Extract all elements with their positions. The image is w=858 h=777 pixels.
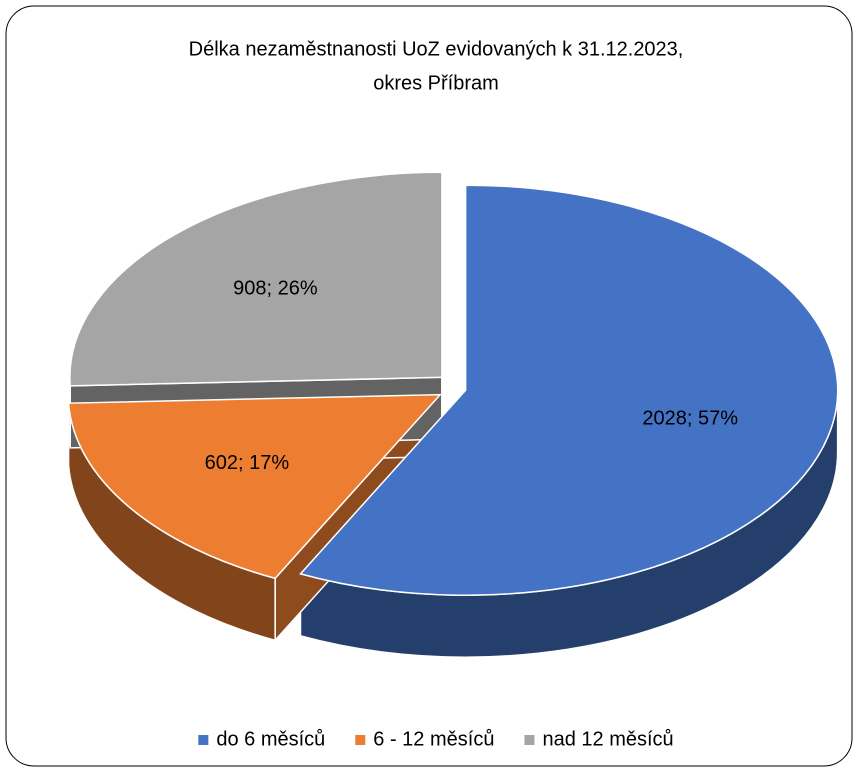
chart-title: Délka nezaměstnanosti UoZ evidovaných k … (189, 38, 684, 60)
legend: do 6 měsíců 6 - 12 měsíců nad 12 měsíců (198, 728, 673, 750)
legend-item: 6 - 12 měsíců (355, 728, 494, 750)
legend-item: nad 12 měsíců (524, 728, 673, 750)
legend-label: do 6 měsíců (216, 728, 325, 750)
legend-swatch (355, 735, 365, 745)
legend-label: 6 - 12 měsíců (373, 728, 494, 750)
legend-swatch (198, 735, 208, 745)
data-label: 2028; 57% (642, 407, 738, 429)
legend-swatch (524, 735, 534, 745)
legend-item: do 6 měsíců (198, 728, 325, 750)
data-label: 908; 26% (233, 278, 318, 300)
legend-label: nad 12 měsíců (542, 728, 673, 750)
chart-title: okres Příbram (373, 72, 499, 94)
data-label: 602; 17% (205, 452, 290, 474)
